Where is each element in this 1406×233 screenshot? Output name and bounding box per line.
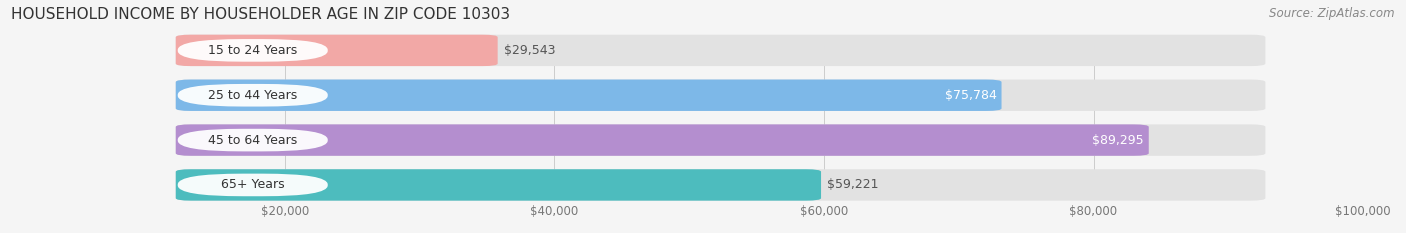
Text: 65+ Years: 65+ Years	[221, 178, 284, 192]
Text: 15 to 24 Years: 15 to 24 Years	[208, 44, 298, 57]
Text: $89,295: $89,295	[1092, 134, 1143, 147]
Text: $59,221: $59,221	[827, 178, 879, 192]
Text: $29,543: $29,543	[503, 44, 555, 57]
Text: HOUSEHOLD INCOME BY HOUSEHOLDER AGE IN ZIP CODE 10303: HOUSEHOLD INCOME BY HOUSEHOLDER AGE IN Z…	[11, 7, 510, 22]
Text: Source: ZipAtlas.com: Source: ZipAtlas.com	[1270, 7, 1395, 20]
Text: $75,784: $75,784	[945, 89, 997, 102]
Text: 25 to 44 Years: 25 to 44 Years	[208, 89, 298, 102]
Text: 45 to 64 Years: 45 to 64 Years	[208, 134, 298, 147]
